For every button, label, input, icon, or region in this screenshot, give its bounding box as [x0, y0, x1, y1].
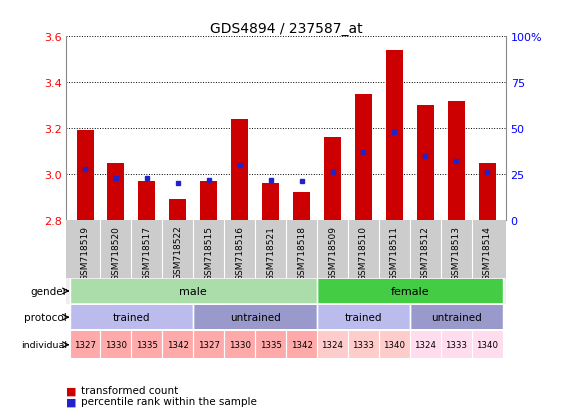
- Text: GSM718512: GSM718512: [421, 225, 430, 280]
- Text: GSM718514: GSM718514: [483, 225, 492, 280]
- Title: GDS4894 / 237587_at: GDS4894 / 237587_at: [210, 22, 362, 36]
- Text: ■: ■: [66, 396, 77, 406]
- FancyBboxPatch shape: [69, 332, 101, 358]
- Bar: [169, 200, 186, 221]
- Bar: [76, 131, 94, 221]
- Text: 1342: 1342: [291, 340, 313, 349]
- Text: gender: gender: [30, 286, 67, 296]
- Bar: [417, 106, 434, 221]
- Text: female: female: [391, 286, 429, 296]
- Text: 1324: 1324: [321, 340, 343, 349]
- FancyBboxPatch shape: [193, 305, 317, 330]
- Text: 1327: 1327: [198, 340, 220, 349]
- Text: 1327: 1327: [74, 340, 96, 349]
- Bar: [324, 138, 341, 221]
- FancyBboxPatch shape: [69, 279, 317, 303]
- Text: GSM718520: GSM718520: [112, 225, 120, 280]
- Text: 1330: 1330: [105, 340, 127, 349]
- Text: GSM718519: GSM718519: [80, 225, 90, 280]
- Text: 1333: 1333: [353, 340, 375, 349]
- FancyBboxPatch shape: [348, 332, 379, 358]
- Bar: [138, 182, 155, 221]
- Text: ■: ■: [66, 385, 77, 395]
- Text: percentile rank within the sample: percentile rank within the sample: [81, 396, 257, 406]
- Text: individual: individual: [21, 340, 67, 349]
- Bar: [293, 193, 310, 221]
- Text: untrained: untrained: [230, 312, 280, 323]
- Bar: [262, 184, 279, 221]
- FancyBboxPatch shape: [379, 332, 410, 358]
- Text: GSM718509: GSM718509: [328, 225, 337, 280]
- Text: untrained: untrained: [431, 312, 481, 323]
- Text: GSM718516: GSM718516: [235, 225, 244, 280]
- FancyBboxPatch shape: [410, 332, 441, 358]
- Text: trained: trained: [344, 312, 382, 323]
- Text: 1333: 1333: [445, 340, 467, 349]
- FancyBboxPatch shape: [255, 332, 286, 358]
- Text: GSM718515: GSM718515: [204, 225, 213, 280]
- FancyBboxPatch shape: [224, 332, 255, 358]
- Bar: [108, 163, 124, 221]
- Text: protocol: protocol: [24, 312, 67, 323]
- Bar: [355, 95, 372, 221]
- FancyBboxPatch shape: [317, 279, 503, 303]
- FancyBboxPatch shape: [317, 305, 410, 330]
- Text: GSM718521: GSM718521: [266, 225, 275, 280]
- Bar: [231, 120, 248, 221]
- FancyBboxPatch shape: [193, 332, 224, 358]
- FancyBboxPatch shape: [131, 332, 162, 358]
- Text: 1340: 1340: [476, 340, 498, 349]
- Text: GSM718510: GSM718510: [359, 225, 368, 280]
- FancyBboxPatch shape: [441, 332, 472, 358]
- FancyBboxPatch shape: [472, 332, 503, 358]
- Text: GSM718511: GSM718511: [390, 225, 399, 280]
- Bar: [448, 101, 465, 221]
- Text: 1335: 1335: [136, 340, 158, 349]
- Text: male: male: [179, 286, 207, 296]
- Text: 1330: 1330: [229, 340, 251, 349]
- Text: GSM718517: GSM718517: [142, 225, 151, 280]
- FancyBboxPatch shape: [101, 332, 131, 358]
- FancyBboxPatch shape: [286, 332, 317, 358]
- FancyBboxPatch shape: [162, 332, 193, 358]
- Text: 1324: 1324: [414, 340, 436, 349]
- Text: 1342: 1342: [167, 340, 189, 349]
- Text: GSM718518: GSM718518: [297, 225, 306, 280]
- Bar: [479, 163, 496, 221]
- Text: trained: trained: [113, 312, 150, 323]
- Text: GSM718522: GSM718522: [173, 225, 182, 280]
- FancyBboxPatch shape: [410, 305, 503, 330]
- FancyBboxPatch shape: [69, 305, 193, 330]
- Bar: [386, 51, 403, 221]
- Text: 1335: 1335: [260, 340, 281, 349]
- Text: 1340: 1340: [383, 340, 405, 349]
- Bar: [200, 182, 217, 221]
- FancyBboxPatch shape: [317, 332, 348, 358]
- Text: GSM718513: GSM718513: [452, 225, 461, 280]
- Text: transformed count: transformed count: [81, 385, 178, 395]
